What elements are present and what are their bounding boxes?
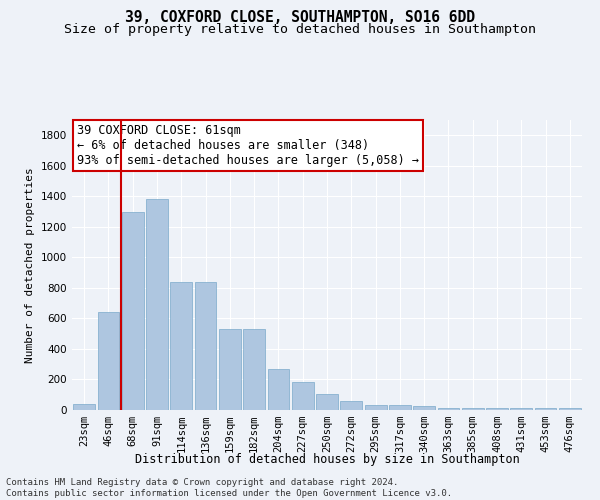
Bar (486, 408, 508, 410)
Bar (340, 401, 362, 410)
Bar (365, 406, 386, 410)
Bar (437, 408, 460, 410)
Bar (268, 369, 289, 410)
Bar (97, 312, 119, 410)
Bar (292, 382, 314, 410)
Bar (559, 408, 581, 410)
Bar (511, 408, 532, 410)
Text: Contains HM Land Registry data © Crown copyright and database right 2024.
Contai: Contains HM Land Registry data © Crown c… (6, 478, 452, 498)
Bar (316, 394, 338, 410)
Bar (219, 329, 241, 410)
Text: Size of property relative to detached houses in Southampton: Size of property relative to detached ho… (64, 22, 536, 36)
Bar (170, 282, 192, 410)
Bar (122, 212, 143, 410)
Bar (146, 200, 168, 410)
Text: 39 COXFORD CLOSE: 61sqm
← 6% of detached houses are smaller (348)
93% of semi-de: 39 COXFORD CLOSE: 61sqm ← 6% of detached… (77, 124, 419, 168)
Bar (535, 408, 556, 410)
Bar (413, 406, 435, 410)
Bar (389, 406, 411, 410)
Bar (462, 408, 484, 410)
Bar (243, 329, 265, 410)
Text: Distribution of detached houses by size in Southampton: Distribution of detached houses by size … (134, 452, 520, 466)
Bar (194, 282, 217, 410)
Text: 39, COXFORD CLOSE, SOUTHAMPTON, SO16 6DD: 39, COXFORD CLOSE, SOUTHAMPTON, SO16 6DD (125, 10, 475, 25)
Bar (73, 404, 95, 410)
Y-axis label: Number of detached properties: Number of detached properties (25, 167, 35, 363)
